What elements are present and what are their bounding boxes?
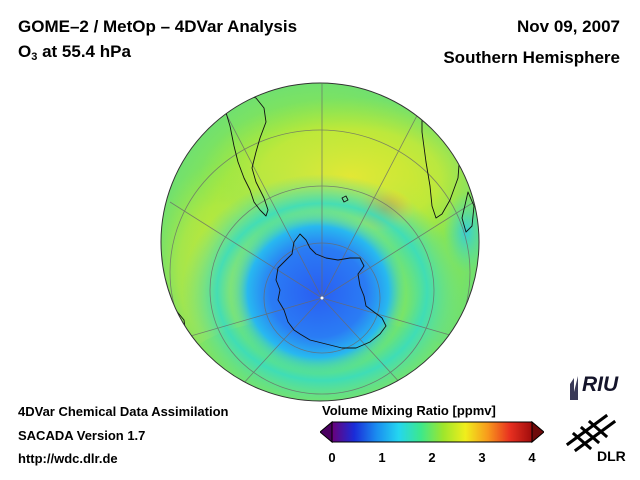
dlr-logo-icon xyxy=(565,413,617,453)
south-georgia-coastline xyxy=(341,195,349,203)
colorbar-tick-3: 3 xyxy=(478,450,486,465)
footer-assimilation: 4DVar Chemical Data Assimilation xyxy=(18,404,229,419)
footer-url[interactable]: http://wdc.dlr.de xyxy=(18,451,118,466)
colorbar-tick-4: 4 xyxy=(528,450,536,465)
map-title: GOME–2 / MetOp – 4DVar Analysis xyxy=(18,17,298,36)
map-subtitle: O3 at 55.4 hPa xyxy=(18,42,131,63)
colorbar-tick-0: 0 xyxy=(328,450,336,465)
colorbar-tick-1: 1 xyxy=(378,450,386,465)
madagascar-coastline xyxy=(461,191,475,233)
analysis-date: Nov 09, 2007 xyxy=(516,17,620,36)
colorbar xyxy=(320,420,544,444)
ozone-globe-map xyxy=(160,82,480,402)
riu-logo-icon xyxy=(570,376,578,400)
colorbar-tick-2: 2 xyxy=(428,450,436,465)
region-label: Southern Hemisphere xyxy=(443,48,620,67)
riu-logo-text: RIU xyxy=(582,373,619,396)
south-america-coastline xyxy=(219,83,269,217)
colorbar-label: Volume Mixing Ratio [ppmv] xyxy=(322,403,496,418)
antarctica-coastline xyxy=(275,233,387,349)
dlr-logo-text: DLR xyxy=(597,448,626,464)
footer-version: SACADA Version 1.7 xyxy=(18,428,146,443)
